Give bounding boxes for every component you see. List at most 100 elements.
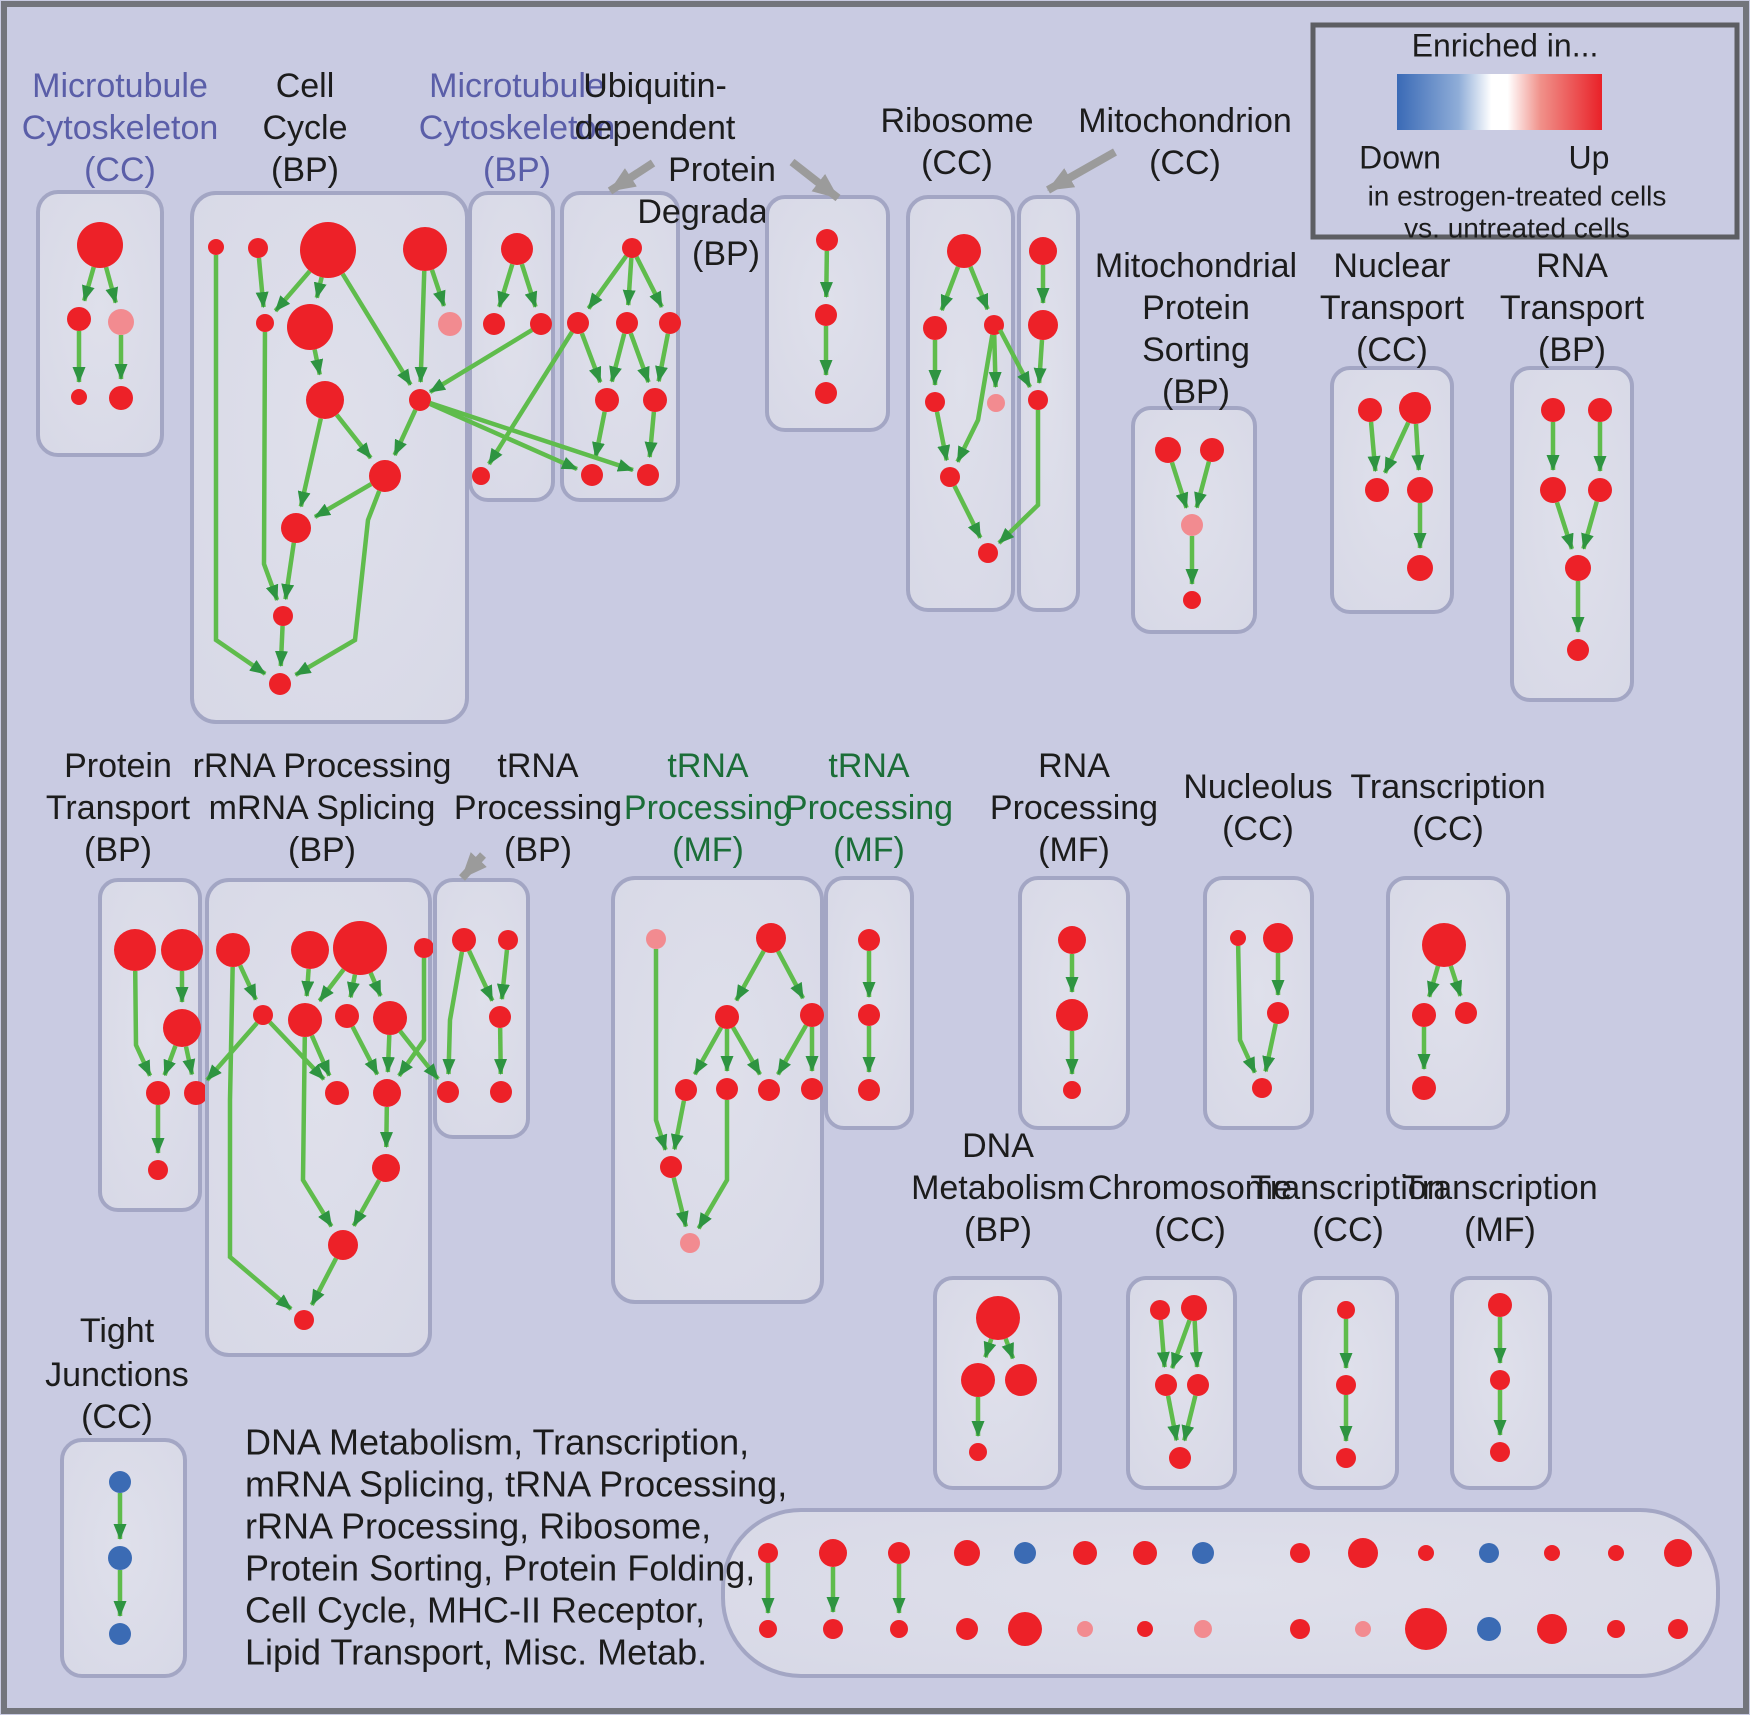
cluster-rrna-processing-mrna-splicing-bp: rRNA Processing mRNA Splicing (BP) <box>193 747 451 1357</box>
go-term-node <box>890 1620 908 1638</box>
cluster-rna-transport-bp: RNA Transport (BP) <box>1500 247 1645 702</box>
go-term-node <box>414 938 434 958</box>
go-term-node <box>1399 392 1431 424</box>
cluster-ubiquitin-degradation-second-box <box>765 195 890 432</box>
relation-edge <box>1235 945 1257 1074</box>
go-term-node <box>71 389 87 405</box>
relation-edge <box>313 276 327 299</box>
go-term-node <box>978 543 998 563</box>
relation-edge <box>1001 1337 1016 1360</box>
go-term-node <box>816 229 838 251</box>
relation-edge <box>692 1026 724 1076</box>
go-term-node <box>1422 923 1466 967</box>
go-term-node <box>956 1618 978 1640</box>
go-term-node <box>1488 1293 1512 1317</box>
cluster-label: Transport <box>1500 289 1645 327</box>
go-term-node <box>1567 639 1589 661</box>
relation-edge <box>313 482 373 519</box>
cluster-label: (BP) <box>288 831 356 869</box>
cluster-label: (BP) <box>271 151 339 189</box>
relation-edge <box>1411 423 1425 472</box>
relation-edge <box>268 1020 326 1081</box>
go-term-node <box>858 1004 880 1026</box>
cluster-ribosome-cc: Ribosome (CC) <box>880 102 1034 612</box>
go-term-node <box>815 304 837 326</box>
relation-edge <box>497 263 515 308</box>
relation-edge <box>381 1034 395 1074</box>
merged-categories-line: mRNA Splicing, tRNA Processing, <box>245 1464 787 1505</box>
relation-edge <box>368 971 383 997</box>
go-term-node <box>369 460 401 492</box>
cluster-label: Processing <box>624 789 792 827</box>
cluster-chromosome-cc: Chromosome (CC) <box>1088 1169 1292 1490</box>
go-term-node <box>1230 930 1246 946</box>
go-term-node <box>287 304 333 350</box>
cluster-box <box>36 190 164 457</box>
go-term-node <box>373 1001 407 1035</box>
relation-edge <box>227 966 293 1311</box>
go-term-node <box>1588 398 1612 422</box>
relation-edge <box>579 332 603 384</box>
cluster-label: Ubiquitin- <box>583 67 727 105</box>
cluster-box <box>1330 366 1454 614</box>
cluster-label: Nuclear <box>1333 247 1450 285</box>
cluster-cell-cycle-bp: Cell Cycle (BP) <box>190 67 469 724</box>
go-term-node <box>637 464 659 486</box>
relation-edge <box>255 257 269 309</box>
go-term-node <box>1608 1545 1624 1561</box>
go-term-node <box>306 381 344 419</box>
go-term-node <box>756 923 786 953</box>
go-term-node <box>616 312 638 334</box>
go-term-node <box>1058 926 1086 954</box>
relation-edge <box>350 1025 380 1076</box>
relation-edge <box>952 484 983 539</box>
go-term-node <box>248 238 268 258</box>
go-term-node <box>1290 1543 1310 1563</box>
cluster-label: mRNA Splicing <box>209 789 436 827</box>
cluster-trna-processing-mf-large: tRNA Processing (MF) <box>611 747 824 1304</box>
relation-edge <box>281 542 297 601</box>
relation-edge <box>300 1036 334 1228</box>
cluster-label: Transcription <box>1350 768 1545 806</box>
cluster-label: (CC) <box>1154 1211 1226 1249</box>
go-term-node <box>595 388 619 412</box>
cluster-label: Microtubule <box>429 67 605 105</box>
go-term-node <box>800 1003 824 1027</box>
cluster-label: Transport <box>1320 289 1465 327</box>
relation-edge <box>819 250 833 299</box>
go-term-node <box>823 1619 843 1639</box>
go-term-node <box>715 1005 739 1029</box>
relation-edge <box>1156 1319 1170 1369</box>
relation-edge <box>1165 1395 1181 1442</box>
cluster-label: RNA <box>1038 747 1110 785</box>
go-term-node <box>1479 1543 1499 1563</box>
relation-edge <box>261 331 280 601</box>
relation-edge <box>968 265 990 311</box>
go-term-node <box>163 1009 201 1047</box>
go-term-node <box>1063 1081 1081 1099</box>
go-term-node <box>437 1081 459 1103</box>
go-term-node <box>1477 1617 1501 1641</box>
go-term-node <box>1028 390 1048 410</box>
cluster-label: (BP) <box>84 831 152 869</box>
trna-bp-to-box-arrow <box>459 852 487 881</box>
cluster-label: (BP) <box>1162 373 1230 411</box>
relation-edge <box>347 974 360 999</box>
go-term-node <box>1181 1295 1207 1321</box>
merged-categories-line: rRNA Processing, Ribosome, <box>245 1506 711 1547</box>
merged-categories-line: Lipid Transport, Misc. Metab. <box>245 1632 707 1673</box>
relation-edge <box>213 255 267 676</box>
go-term-node <box>1169 1447 1191 1469</box>
relation-edge <box>1448 965 1463 997</box>
relation-edge <box>397 958 427 1078</box>
cluster-label: (CC) <box>1356 331 1428 369</box>
cluster-trna-processing-mf-small: tRNA Processing (MF) <box>785 747 953 1130</box>
go-term-node <box>1194 1620 1212 1638</box>
relation-edge <box>1194 461 1212 509</box>
go-term-node <box>501 233 533 265</box>
go-term-node <box>1183 591 1201 609</box>
go-term-node <box>1337 1301 1355 1319</box>
